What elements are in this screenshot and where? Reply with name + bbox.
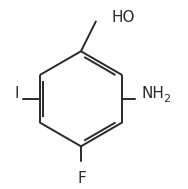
Text: F: F xyxy=(77,170,86,186)
Text: NH: NH xyxy=(142,86,164,101)
Text: 2: 2 xyxy=(163,94,170,104)
Text: I: I xyxy=(14,86,19,101)
Text: HO: HO xyxy=(112,10,135,25)
